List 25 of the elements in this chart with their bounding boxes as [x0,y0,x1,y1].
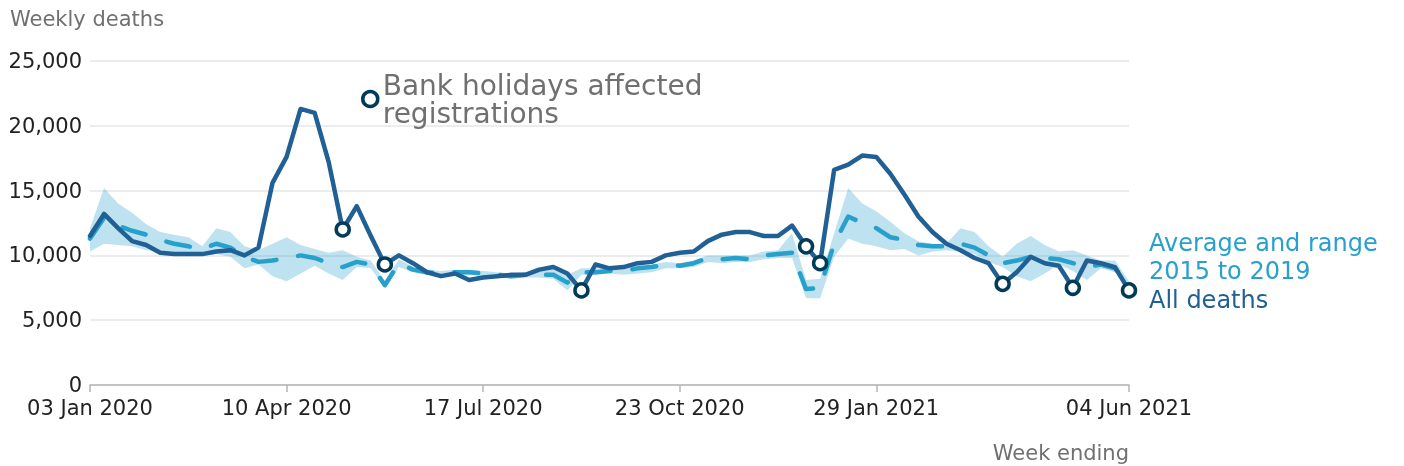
point [376,256,394,273]
point [573,282,590,299]
y-tick-label: 25,000 [8,49,82,73]
x-tick-label: 23 Oct 2020 [614,395,745,420]
series-label: All deaths [1149,286,1269,315]
legend-label: Bank holidays affected registrations [382,68,712,130]
point [334,221,351,238]
y-tick-label: 0 [68,373,82,397]
y-axis-title: Weekly deaths [10,6,165,31]
point [797,238,815,255]
x-tick-label: 10 Apr 2020 [221,395,352,420]
x-tick-label: 03 Jan 2020 [27,395,153,420]
point [811,254,829,272]
y-tick-label: 15,000 [8,178,82,203]
y-tick-label: 5,000 [21,308,82,333]
x-tick-label: 04 Jun 2021 [1065,395,1193,420]
y-tick-label: 20,000 [8,113,82,138]
x-axis-title: Week ending [992,440,1130,465]
point [994,275,1011,293]
series-label: Average and range 2015 to 2019 [1149,228,1378,285]
point [1120,282,1138,299]
point [1064,279,1082,297]
x-tick-label: 29 Jan 2021 [813,395,940,420]
y-tick-label: 10,000 [8,243,82,268]
x-tick-label: 17 Jul 2020 [423,395,543,420]
